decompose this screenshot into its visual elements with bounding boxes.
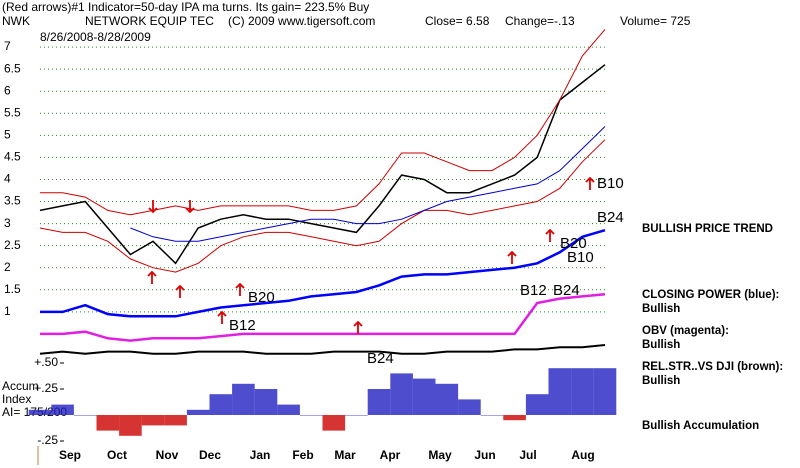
x-tick-label: Jan	[250, 448, 271, 462]
accum-bar	[480, 415, 504, 416]
arrow	[507, 250, 517, 264]
arrow	[148, 200, 158, 214]
note: CLOSING POWER (blue):	[642, 289, 779, 301]
x-tick-label: Aug	[571, 448, 594, 462]
accum-bar	[458, 399, 481, 415]
y-tick-label: 2	[4, 260, 11, 274]
accum-bar	[73, 415, 97, 416]
accum-bar	[503, 415, 526, 421]
accum-bar	[367, 389, 391, 415]
accum-bar	[571, 368, 594, 415]
y-tick-label: 5	[4, 128, 11, 142]
annotation: B20	[560, 235, 587, 252]
y-tick-label: 5.5	[4, 105, 21, 119]
note: Bullish	[642, 339, 680, 351]
note: Bullish Accumulation	[642, 420, 759, 432]
symbol: NWK	[2, 14, 30, 28]
x-tick-label: Nov	[156, 448, 179, 462]
x-tick-label: Jun	[474, 448, 495, 462]
x-tick-label: Dec	[199, 448, 221, 462]
y-tick-label: 1	[4, 304, 11, 318]
series-line	[39, 139, 606, 273]
accum-label: Accum	[2, 379, 39, 393]
arrow	[235, 282, 245, 296]
series-line	[130, 126, 606, 242]
y-tick-label: 3.5	[4, 194, 21, 208]
accum-bar	[548, 368, 572, 415]
y-tick-label: 7	[4, 39, 11, 53]
accum-bar	[28, 409, 52, 415]
accum-bar	[345, 415, 368, 416]
series-line	[39, 64, 606, 265]
accum-bar	[51, 404, 74, 415]
annotation: B24	[553, 282, 580, 299]
arrow	[147, 270, 157, 284]
accum-bar	[209, 394, 233, 415]
accum-tick-label: -.25	[37, 433, 58, 447]
volume: Volume= 725	[620, 14, 691, 28]
accum-bar	[232, 383, 255, 415]
change: Change=-.13	[505, 14, 575, 28]
annotation: B24	[597, 209, 624, 226]
date-range: 8/26/2008-8/28/2009	[40, 30, 151, 44]
arrow	[585, 176, 595, 190]
annotation: B10	[597, 175, 624, 192]
accum-tick-label: +.25	[34, 381, 58, 395]
x-tick-label: Oct	[107, 448, 127, 462]
accum-bar	[390, 373, 413, 415]
y-tick-label: 4	[4, 172, 11, 186]
x-tick-label: Sep	[59, 448, 81, 462]
x-tick-label: Feb	[292, 448, 313, 462]
note: Bullish	[642, 303, 680, 315]
annotation: B12	[520, 282, 547, 299]
note: Bullish	[642, 375, 680, 387]
accum-bar	[299, 415, 323, 416]
annotation: B10	[567, 249, 594, 266]
accum-bar	[277, 404, 300, 415]
accum-bar	[435, 383, 459, 415]
annotation: B12	[229, 317, 256, 334]
x-tick-label: May	[428, 448, 452, 462]
close: Close= 6.58	[425, 14, 490, 28]
accum-label: Index	[2, 392, 31, 406]
accum-bar	[186, 409, 210, 415]
accum-bar	[119, 415, 142, 436]
accum-bar	[141, 415, 165, 426]
x-tick-label: Jul	[519, 448, 536, 462]
accum-bar	[525, 394, 549, 415]
series-line	[39, 344, 606, 355]
accum-bar	[322, 415, 346, 431]
x-tick-label: Apr	[380, 448, 401, 462]
y-tick-label: 1.5	[4, 282, 21, 296]
y-tick-label: 3	[4, 216, 11, 230]
accum-bar	[254, 389, 278, 415]
accum-bar	[164, 415, 187, 426]
y-tick-label: 2.5	[4, 238, 21, 252]
company: NETWORK EQUIP TEC	[85, 14, 214, 28]
note: REL.STR..VS DJI (brown):	[642, 361, 783, 373]
x-tick-label: Mar	[334, 448, 356, 462]
y-tick-label: 4.5	[4, 150, 21, 164]
y-tick-label: 6.5	[4, 61, 21, 75]
accum-bar	[593, 368, 617, 415]
arrow	[353, 320, 363, 334]
accum-tick-label: +.50	[34, 355, 58, 369]
chart-title: (Red arrows)#1 Indicator=50-day IPA ma t…	[2, 0, 369, 14]
note: BULLISH PRICE TREND	[642, 223, 773, 235]
note: OBV (magenta):	[642, 325, 729, 337]
annotation: B24	[367, 350, 394, 367]
arrow	[185, 200, 195, 214]
arrow	[545, 228, 555, 242]
accum-bar	[96, 415, 120, 431]
y-tick-label: 6	[4, 83, 11, 97]
accum-bar	[412, 378, 436, 415]
arrow	[175, 284, 185, 298]
series-line	[40, 29, 606, 216]
arrow	[217, 310, 227, 324]
copyright: (C) 2009 www.tigersoft.com	[228, 14, 375, 28]
annotation: B20	[248, 289, 275, 306]
series-line	[40, 292, 606, 342]
series-line	[40, 229, 606, 318]
